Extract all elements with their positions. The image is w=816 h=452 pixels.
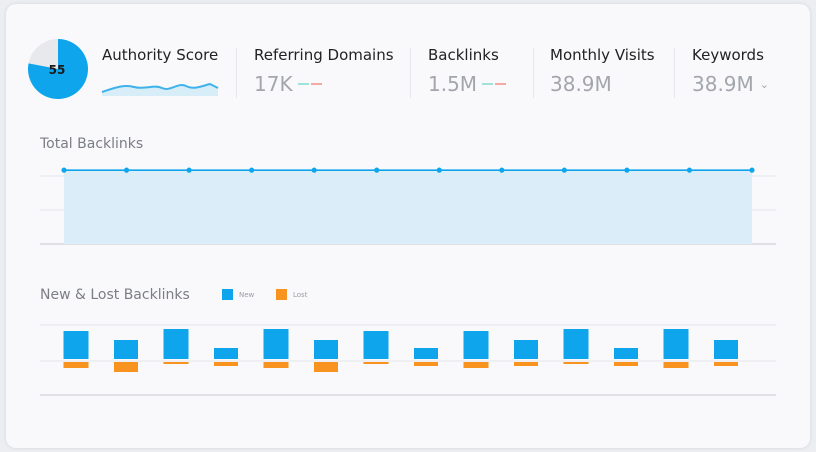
- bar-lost[interactable]: [414, 362, 438, 366]
- authority-sparkline-line: [101, 82, 219, 93]
- keywords-value: 38.9M: [692, 72, 754, 96]
- divider: [533, 48, 534, 98]
- authority-score-value: 55: [49, 63, 66, 77]
- mini-trend-down-icon: [495, 83, 507, 85]
- data-point[interactable]: [249, 167, 255, 173]
- monthly-visits-value: 38.9M: [550, 72, 612, 96]
- bar-new[interactable]: [263, 329, 289, 359]
- legend-lost-swatch: [276, 289, 287, 300]
- bar-lost[interactable]: [114, 362, 138, 372]
- bar-lost[interactable]: [314, 362, 338, 372]
- bar-new[interactable]: [463, 331, 489, 359]
- new-lost-title: New & Lost Backlinks: [40, 287, 190, 303]
- bar-lost[interactable]: [63, 362, 89, 368]
- bar-lost[interactable]: [363, 362, 389, 364]
- bar-lost[interactable]: [263, 362, 289, 368]
- bar-lost[interactable]: [463, 362, 489, 368]
- legend-new-label: New: [239, 290, 255, 299]
- new-lost-chart: [40, 324, 776, 396]
- bar-new[interactable]: [714, 340, 738, 359]
- bar-new[interactable]: [163, 329, 189, 359]
- bar-lost[interactable]: [714, 362, 738, 366]
- bar-new[interactable]: [114, 340, 138, 359]
- authority-score-label: Authority Score: [102, 46, 219, 64]
- bar-new[interactable]: [363, 331, 389, 359]
- chevron-down-icon[interactable]: ⌄: [759, 77, 770, 91]
- monthly-visits-label: Monthly Visits: [550, 46, 655, 64]
- bar-new[interactable]: [314, 340, 338, 359]
- bar-new[interactable]: [63, 331, 89, 359]
- total-backlinks-chart: [40, 167, 776, 245]
- keywords-label: Keywords: [692, 46, 764, 64]
- data-point[interactable]: [374, 167, 380, 173]
- data-point[interactable]: [561, 167, 567, 173]
- monthly-visits-metric[interactable]: Monthly Visits 38.9M: [550, 46, 655, 96]
- bar-new[interactable]: [214, 348, 238, 359]
- bar-lost[interactable]: [614, 362, 638, 366]
- data-point[interactable]: [123, 167, 130, 173]
- data-point[interactable]: [311, 167, 317, 173]
- bar-new[interactable]: [563, 329, 589, 359]
- data-point[interactable]: [186, 167, 192, 173]
- backlinks-value: 1.5M: [428, 72, 478, 96]
- referring-domains-value: 17K: [254, 72, 293, 96]
- total-backlinks-title: Total Backlinks: [40, 136, 144, 152]
- data-point[interactable]: [61, 167, 67, 173]
- divider: [674, 48, 675, 98]
- bar-new[interactable]: [614, 348, 638, 359]
- bar-lost[interactable]: [563, 362, 589, 364]
- bar-new[interactable]: [663, 329, 689, 359]
- authority-gauge-arc: [27, 39, 88, 99]
- bar-lost[interactable]: [163, 362, 189, 364]
- legend-lost-label: Lost: [293, 290, 308, 299]
- bar-lost[interactable]: [214, 362, 238, 366]
- data-point[interactable]: [499, 167, 505, 173]
- area-fill: [64, 170, 752, 244]
- bar-lost[interactable]: [663, 362, 689, 368]
- bar-new[interactable]: [414, 348, 438, 359]
- divider: [236, 48, 237, 98]
- data-point[interactable]: [436, 167, 442, 173]
- bar-lost[interactable]: [514, 362, 538, 366]
- legend-lost[interactable]: Lost: [276, 289, 307, 300]
- data-point[interactable]: [686, 167, 693, 173]
- referring-domains-metric[interactable]: Referring Domains 17K: [254, 46, 394, 96]
- keywords-metric[interactable]: Keywords 38.9M ⌄: [692, 46, 769, 96]
- divider: [410, 48, 411, 98]
- data-point[interactable]: [624, 167, 630, 173]
- backlinks-label: Backlinks: [428, 46, 499, 64]
- mini-trend-down-icon: [310, 83, 322, 85]
- authority-score-metric[interactable]: Authority Score: [102, 46, 218, 64]
- legend-new-swatch: [222, 289, 233, 300]
- mini-trend-up-icon: [297, 83, 309, 85]
- bar-new[interactable]: [514, 340, 538, 359]
- data-point[interactable]: [749, 167, 755, 173]
- referring-domains-label: Referring Domains: [254, 46, 394, 64]
- authority-gauge: 55: [27, 39, 219, 99]
- backlinks-metric[interactable]: Backlinks 1.5M: [428, 46, 507, 96]
- backlink-overview-card: 55 Authority Score Referring Domains 17K…: [6, 4, 810, 448]
- legend-new[interactable]: New: [222, 289, 254, 300]
- mini-trend-up-icon: [482, 83, 494, 85]
